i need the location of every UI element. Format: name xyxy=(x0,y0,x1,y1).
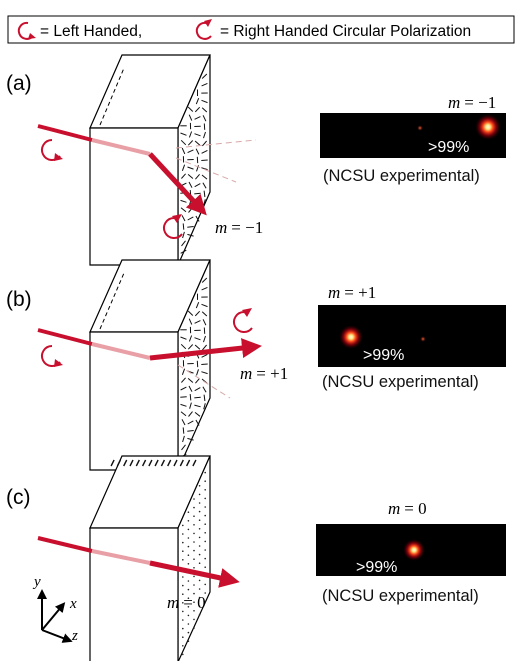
main-spot-b xyxy=(339,325,363,349)
residual-spot-b xyxy=(420,336,426,342)
grating-b xyxy=(89,259,211,471)
beam-order-label-a: m = −1 xyxy=(215,218,263,237)
panel-a: (a) m = −1 m = −1 >99% xyxy=(6,54,506,266)
diffracted-beam-a xyxy=(148,152,207,216)
input-left-handed-icon-b xyxy=(41,345,63,367)
panel-c: (c) m = 0 m = 0 >99% (NCSU experimental) xyxy=(6,455,506,661)
axis-x-label: x xyxy=(69,596,77,612)
input-left-handed-icon-a xyxy=(41,139,63,161)
caption-b: (NCSU experimental) xyxy=(322,373,479,391)
panel-a-label: (a) xyxy=(6,72,32,95)
diffracted-beam-b xyxy=(149,338,262,361)
coordinate-axes: y x z xyxy=(32,574,78,644)
grating-a xyxy=(89,54,211,266)
right-handed-icon xyxy=(195,19,212,40)
beam-order-label-b: m = +1 xyxy=(240,364,288,383)
panel-c-label: (c) xyxy=(6,486,31,509)
output-right-handed-icon-a xyxy=(163,214,183,239)
spot-order-label-b: m = +1 xyxy=(328,283,376,302)
legend-left-label: = Left Handed, xyxy=(40,23,142,40)
axis-z-label: z xyxy=(71,628,78,644)
efficiency-a: >99% xyxy=(428,139,469,156)
caption-c: (NCSU experimental) xyxy=(322,587,479,605)
main-spot-a xyxy=(475,114,501,140)
caption-a: (NCSU experimental) xyxy=(323,167,480,185)
legend-right-label: = Right Handed Circular Polarization xyxy=(220,23,471,40)
experimental-image-a xyxy=(320,113,506,158)
transmitted-beam-c xyxy=(149,560,240,588)
legend-box xyxy=(7,15,515,44)
main-spot-c xyxy=(403,539,425,561)
efficiency-b: >99% xyxy=(363,347,404,364)
left-handed-icon xyxy=(17,21,36,40)
spot-order-label-a: m = −1 xyxy=(448,93,496,112)
incident-beam-b xyxy=(37,328,93,346)
beam-order-label-c: m = 0 xyxy=(167,593,206,612)
output-right-handed-icon-b xyxy=(233,308,253,333)
panel-b-label: (b) xyxy=(6,288,32,311)
efficiency-c: >99% xyxy=(356,559,397,576)
grating-c-top-marks xyxy=(110,459,197,467)
legend: = Left Handed, = Right Handed Circular P… xyxy=(7,15,515,44)
grating-c xyxy=(89,455,211,661)
spot-order-label-c: m = 0 xyxy=(388,499,427,518)
incident-beam-c xyxy=(37,536,93,553)
incident-beam-a xyxy=(37,124,93,142)
panel-b: (b) m = +1 m = +1 >99% (NCSU experimental) xyxy=(6,259,506,471)
axis-y-label: y xyxy=(32,574,41,590)
grating-a-pattern xyxy=(180,73,208,254)
residual-spot-a xyxy=(417,125,423,131)
